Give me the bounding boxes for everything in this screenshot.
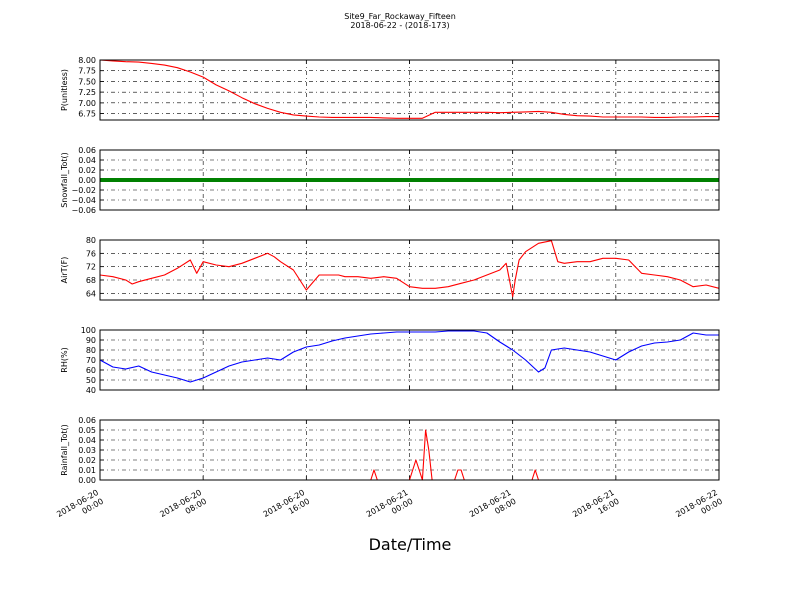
x-tick-label: 2018-06-2200:00 <box>674 488 724 528</box>
y-tick-label: 0.05 <box>78 426 96 435</box>
x-tick-label: 2018-06-2016:00 <box>262 488 312 528</box>
axes-frame <box>99 329 720 391</box>
y-tick-label: −0.06 <box>71 206 96 215</box>
y-tick-label: 68 <box>86 276 96 285</box>
y-tick-label: 40 <box>86 386 96 395</box>
x-tick-label: 2018-06-2100:00 <box>365 488 415 528</box>
y-axis-label: Snowfall_Tot() <box>60 152 69 208</box>
x-tick-label: 2018-06-2000:00 <box>55 488 105 528</box>
series-line <box>99 330 719 383</box>
y-tick-label: 80 <box>86 236 96 245</box>
chart-title: Site9_Far_Rockaway_Fifteen <box>344 12 456 21</box>
y-axis-label: P(unitless) <box>60 69 69 111</box>
panel-2: 0.060.040.020.00−0.02−0.04−0.06Snowfall_… <box>60 146 720 215</box>
y-axis-label: AirT(F) <box>60 257 69 284</box>
y-tick-label: 60 <box>86 366 96 375</box>
y-tick-label: 0.06 <box>78 146 96 155</box>
axes-frame <box>99 419 720 481</box>
x-tick-label: 2018-06-2116:00 <box>571 488 621 528</box>
x-tick-label: 2018-06-2008:00 <box>158 488 208 528</box>
x-tick-labels: 2018-06-2000:00 2018-06-2008:00 2018-06-20… <box>55 488 724 528</box>
panels: 8.007.757.507.257.006.75P(unitless)0.060… <box>60 56 720 485</box>
y-tick-label: 76 <box>86 249 96 258</box>
series-line <box>99 240 720 298</box>
y-tick-label: 7.75 <box>78 67 96 76</box>
y-tick-label: 6.75 <box>78 110 96 119</box>
y-tick-label: 0.06 <box>78 416 96 425</box>
y-tick-label: 0.01 <box>78 466 96 475</box>
y-tick-label: 7.00 <box>78 99 96 108</box>
y-tick-label: 0.00 <box>78 176 96 185</box>
series-line <box>99 59 719 119</box>
x-axis-label: Date/Time <box>369 535 452 554</box>
chart-subtitle: 2018-06-22 - (2018-173) <box>350 21 449 30</box>
panel-5: 0.060.050.040.030.020.010.00 Rainfall_Tot… <box>60 416 720 485</box>
panel-1: 8.00 7.757.50 7.25 7.00 6.75 P(unitless) <box>60 56 720 121</box>
y-tick-label: 80 <box>86 346 96 355</box>
axes-frame <box>99 59 720 121</box>
panel-3: 80 76 72 68 64 AirT(F) <box>60 236 720 301</box>
y-tick-label: 7.50 <box>78 77 96 86</box>
y-tick-label: 0.03 <box>78 446 96 455</box>
y-tick-label: 64 <box>86 289 96 298</box>
x-tick-label: 2018-06-2108:00 <box>468 488 518 528</box>
axes-frame <box>99 149 720 211</box>
y-tick-label: 8.00 <box>78 56 96 65</box>
y-tick-label: 7.25 <box>78 88 96 97</box>
y-tick-label: 100 <box>81 326 96 335</box>
y-tick-label: 0.04 <box>78 436 96 445</box>
y-tick-label: 0.02 <box>78 456 96 465</box>
y-tick-label: −0.04 <box>71 196 96 205</box>
y-tick-label: 0.04 <box>78 156 96 165</box>
y-tick-label: 50 <box>86 376 96 385</box>
y-tick-label: 0.02 <box>78 166 96 175</box>
y-tick-label: 90 <box>86 336 96 345</box>
y-axis-label: Rainfall_Tot() <box>60 424 69 476</box>
y-tick-label: 0.00 <box>78 476 96 485</box>
y-tick-label: 70 <box>86 356 96 365</box>
y-tick-label: 72 <box>86 263 96 272</box>
y-axis-label: RH(%) <box>60 347 69 372</box>
axes-frame <box>99 239 720 301</box>
y-tick-label: −0.02 <box>71 186 96 195</box>
